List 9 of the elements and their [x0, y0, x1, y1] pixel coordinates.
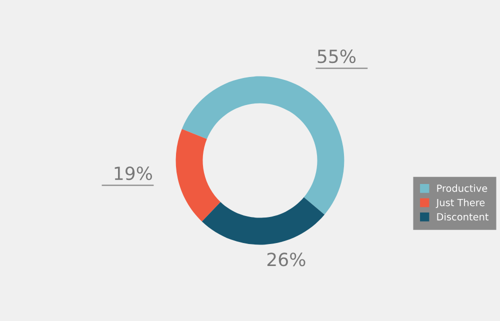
legend-label: Just There — [436, 198, 485, 208]
data-label: 26% — [267, 252, 306, 266]
donut-slice — [202, 197, 325, 245]
donut-slice — [176, 128, 221, 222]
legend-label: Discontent — [437, 212, 489, 220]
donut-slice — [182, 76, 344, 215]
legend-label: Productive — [437, 184, 488, 192]
data-label: 55% — [318, 50, 356, 64]
data-label: 19% — [114, 166, 152, 180]
